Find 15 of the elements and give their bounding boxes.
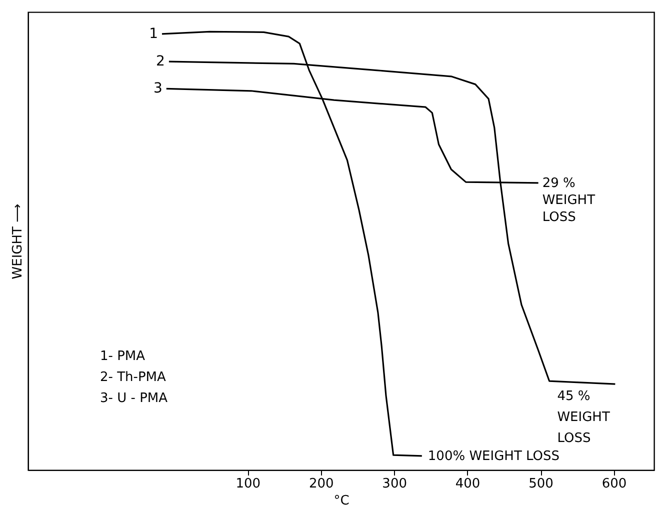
annotation: 1- PMA 2- Th-PMA 3- U - PMA	[100, 349, 168, 406]
annotation: 45 % WEIGHT LOSS	[557, 389, 610, 446]
x-tick-label: 500	[528, 476, 554, 492]
series-label: 1	[149, 26, 158, 42]
x-tick-label: 100	[236, 476, 261, 492]
x-axis-title: °C	[334, 494, 350, 508]
x-tick-label: 400	[455, 476, 480, 492]
x-tick-label: 200	[308, 476, 334, 492]
series-label: 2	[156, 54, 165, 70]
series-label: 3	[153, 80, 162, 97]
x-tick-label: 300	[382, 476, 407, 492]
annotation: 100% WEIGHT LOSS	[428, 448, 560, 464]
x-tick-label: 600	[602, 476, 627, 492]
y-axis-title: WEIGHT ⟶	[10, 204, 26, 280]
annotation: 29 % WEIGHT LOSS	[542, 176, 596, 225]
